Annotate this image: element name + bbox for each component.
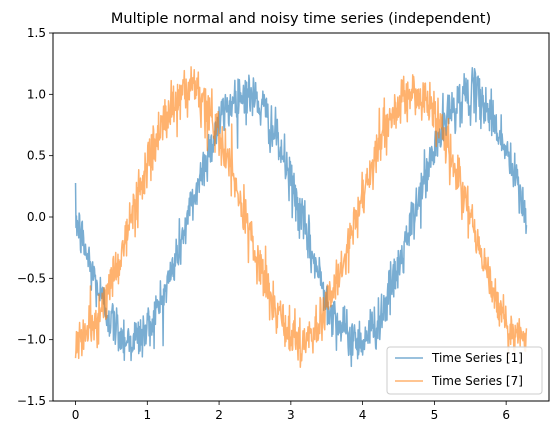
series-line-2 [74, 66, 528, 369]
y-tick-label: 0.5 [27, 149, 46, 163]
y-tick-label: −1.0 [17, 333, 46, 347]
series-line-1 [74, 67, 528, 368]
y-tick-label: 1.0 [27, 87, 46, 101]
legend-label-series-7: Time Series [7] [431, 374, 523, 388]
chart-title: Multiple normal and noisy time series (i… [111, 11, 491, 27]
x-tick-label: 0 [72, 408, 80, 422]
x-tick-label: 2 [215, 408, 223, 422]
x-tick-label: 3 [287, 408, 295, 422]
legend-label-series-1: Time Series [1] [431, 351, 523, 365]
y-tick-label: 1.5 [27, 26, 46, 40]
legend: Time Series [1] Time Series [7] [386, 346, 543, 395]
y-axis: −1.5 −1.0 −0.5 0.0 0.5 1.0 1.5 [17, 26, 53, 408]
y-tick-label: −1.5 [17, 394, 46, 408]
y-tick-label: 0.0 [27, 210, 46, 224]
x-axis: 0 1 2 3 4 5 6 [72, 401, 510, 422]
series-layer [74, 66, 528, 369]
legend-box [386, 346, 543, 395]
x-tick-label: 5 [431, 408, 439, 422]
x-tick-label: 6 [502, 408, 510, 422]
x-tick-label: 4 [359, 408, 367, 422]
y-tick-label: −0.5 [17, 271, 46, 285]
x-tick-label: 1 [143, 408, 151, 422]
